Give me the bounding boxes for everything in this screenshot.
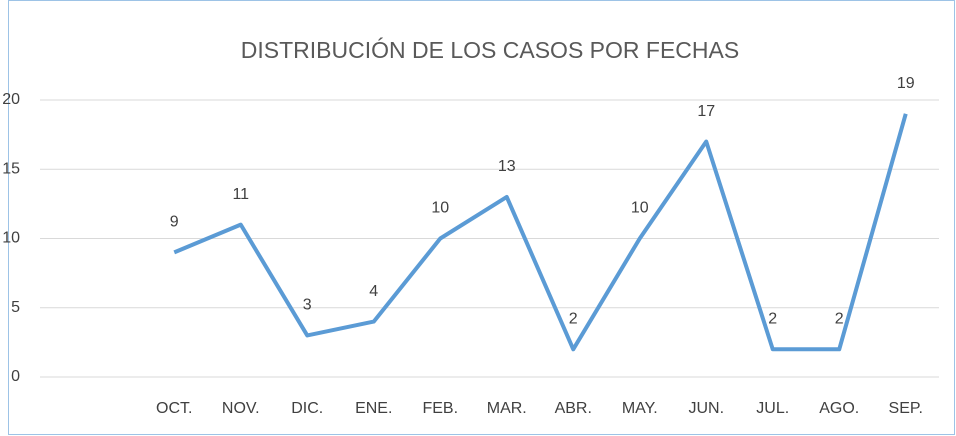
x-tick-label: NOV. (222, 400, 260, 417)
x-tick-label: OCT. (156, 400, 192, 417)
data-label: 2 (768, 311, 777, 328)
y-tick-label: 0 (11, 368, 20, 385)
x-tick-label: ENE. (355, 400, 392, 417)
data-label: 4 (369, 283, 378, 300)
chart-title: DISTRIBUCIÓN DE LOS CASOS POR FECHAS (241, 37, 739, 63)
y-tick-label: 5 (11, 299, 20, 316)
x-tick-label: FEB. (422, 400, 458, 417)
x-tick-label: ABR. (555, 400, 592, 417)
x-tick-label: SEP. (889, 400, 923, 417)
x-tick-label: DIC. (291, 400, 323, 417)
data-label: 9 (170, 214, 179, 231)
x-tick-label: JUN. (688, 400, 724, 417)
data-label: 13 (498, 158, 516, 175)
y-tick-label: 20 (2, 91, 20, 108)
y-tick-label: 10 (2, 230, 20, 247)
data-line (173, 113, 908, 352)
data-label: 11 (232, 186, 249, 203)
data-label: 2 (569, 311, 578, 328)
data-label: 10 (631, 200, 649, 217)
x-tick-label: JUL. (756, 400, 789, 417)
chart-frame (8, 0, 955, 435)
x-tick-label: MAY. (622, 400, 658, 417)
y-tick-label: 15 (2, 160, 20, 177)
data-label: 19 (897, 75, 915, 92)
x-tick-label: MAR. (487, 400, 527, 417)
data-label: 10 (431, 200, 449, 217)
x-tick-label: AGO. (819, 400, 859, 417)
data-label: 2 (835, 311, 844, 328)
data-label: 17 (697, 103, 715, 120)
data-label: 3 (303, 297, 312, 314)
